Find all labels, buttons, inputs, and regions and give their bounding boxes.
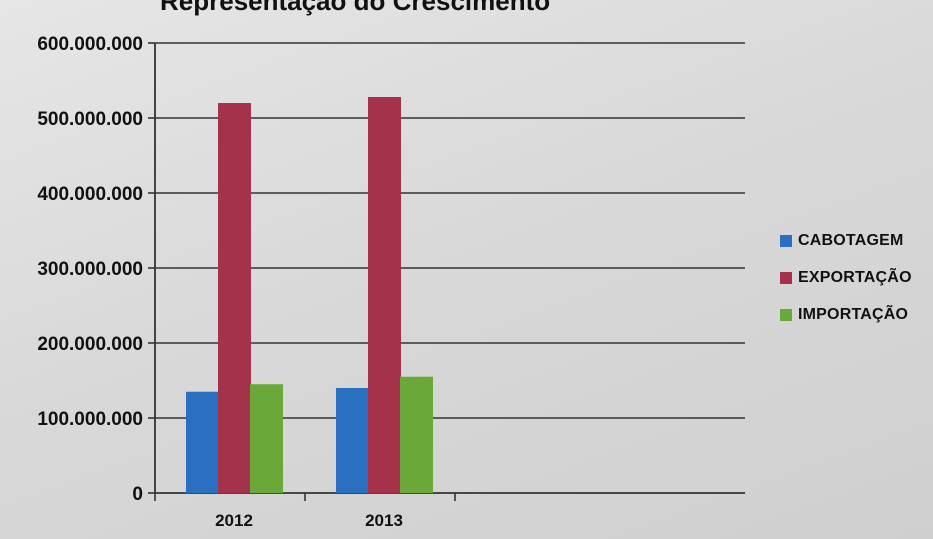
y-tick-label: 500.000.000 bbox=[37, 109, 143, 130]
legend-label: EXPORTAÇÃO bbox=[798, 268, 912, 286]
legend: CABOTAGEM EXPORTAÇÃO IMPORTAÇÃO bbox=[780, 222, 912, 333]
legend-item: CABOTAGEM bbox=[780, 222, 912, 259]
legend-label: CABOTAGEM bbox=[798, 231, 904, 249]
bar-exportação-2012 bbox=[218, 103, 251, 493]
y-tick-label: 100.000.000 bbox=[37, 409, 143, 430]
y-tick-label: 0 bbox=[132, 484, 143, 505]
legend-item: IMPORTAÇÃO bbox=[780, 296, 912, 333]
legend-swatch bbox=[780, 308, 792, 321]
x-tick-label: 2012 bbox=[215, 511, 253, 530]
bar-cabotagem-2013 bbox=[336, 388, 369, 493]
x-tick-label: 2013 bbox=[365, 511, 403, 530]
y-tick-label: 400.000.000 bbox=[37, 184, 143, 205]
legend-swatch bbox=[780, 271, 792, 284]
y-tick-label: 600.000.000 bbox=[37, 34, 143, 55]
bar-exportação-2013 bbox=[368, 97, 401, 493]
bar-importação-2012 bbox=[250, 384, 283, 493]
y-tick-label: 300.000.000 bbox=[37, 259, 143, 280]
legend-swatch bbox=[780, 234, 792, 247]
y-tick-label: 200.000.000 bbox=[37, 334, 143, 355]
legend-label: IMPORTAÇÃO bbox=[798, 305, 909, 323]
legend-item: EXPORTAÇÃO bbox=[780, 259, 912, 296]
chart-title: Representação do Crescimento bbox=[160, 0, 551, 16]
bar-importação-2013 bbox=[400, 376, 433, 493]
bar-cabotagem-2012 bbox=[186, 391, 219, 493]
